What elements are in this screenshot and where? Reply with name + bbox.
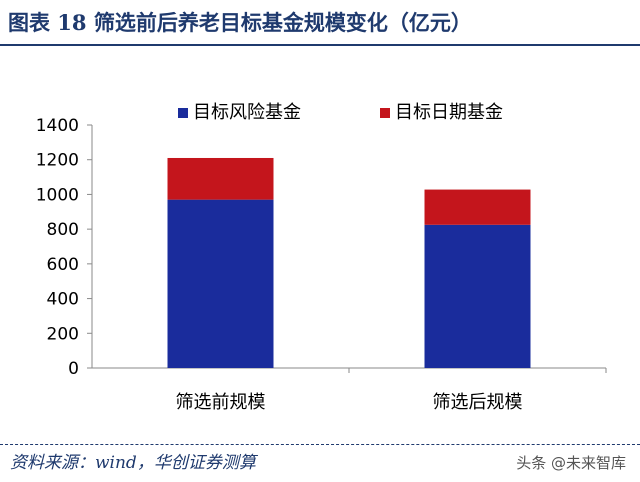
bar-target-risk-1 bbox=[167, 199, 274, 368]
y-tick-label: 800 bbox=[47, 220, 79, 240]
watermark-text: 头条 @未来智库 bbox=[516, 454, 626, 472]
y-tick-label: 1200 bbox=[36, 151, 79, 171]
x-category-label: 筛选前规模 bbox=[176, 392, 266, 413]
y-tick-label: 0 bbox=[68, 359, 79, 379]
source-note: 资料来源：wind，华创证券测算 bbox=[10, 453, 256, 473]
chart-title: 图表 18 筛选前后养老目标基金规模变化（亿元） bbox=[8, 10, 472, 35]
source-divider bbox=[0, 444, 640, 445]
legend-label: 目标日期基金 bbox=[395, 102, 503, 123]
legend-swatch bbox=[178, 108, 188, 118]
y-tick-label: 1000 bbox=[36, 185, 79, 205]
bar-target-date-2 bbox=[424, 189, 531, 225]
y-tick-label: 400 bbox=[47, 290, 79, 310]
legend-swatch bbox=[380, 108, 390, 118]
legend-label: 目标风险基金 bbox=[193, 102, 301, 123]
y-tick-label: 200 bbox=[47, 324, 79, 344]
stacked-bar-chart: 0 200 400 600 800 1000 1200 1400 筛选前规模 筛选后规模 目标风险基… bbox=[36, 102, 607, 413]
y-tick-label: 600 bbox=[47, 255, 79, 275]
bar-target-date-1 bbox=[167, 157, 274, 200]
x-category-label: 筛选后规模 bbox=[433, 392, 523, 413]
title-divider bbox=[0, 44, 640, 46]
bar-target-risk-2 bbox=[424, 224, 531, 368]
y-tick-label: 1400 bbox=[36, 116, 79, 136]
